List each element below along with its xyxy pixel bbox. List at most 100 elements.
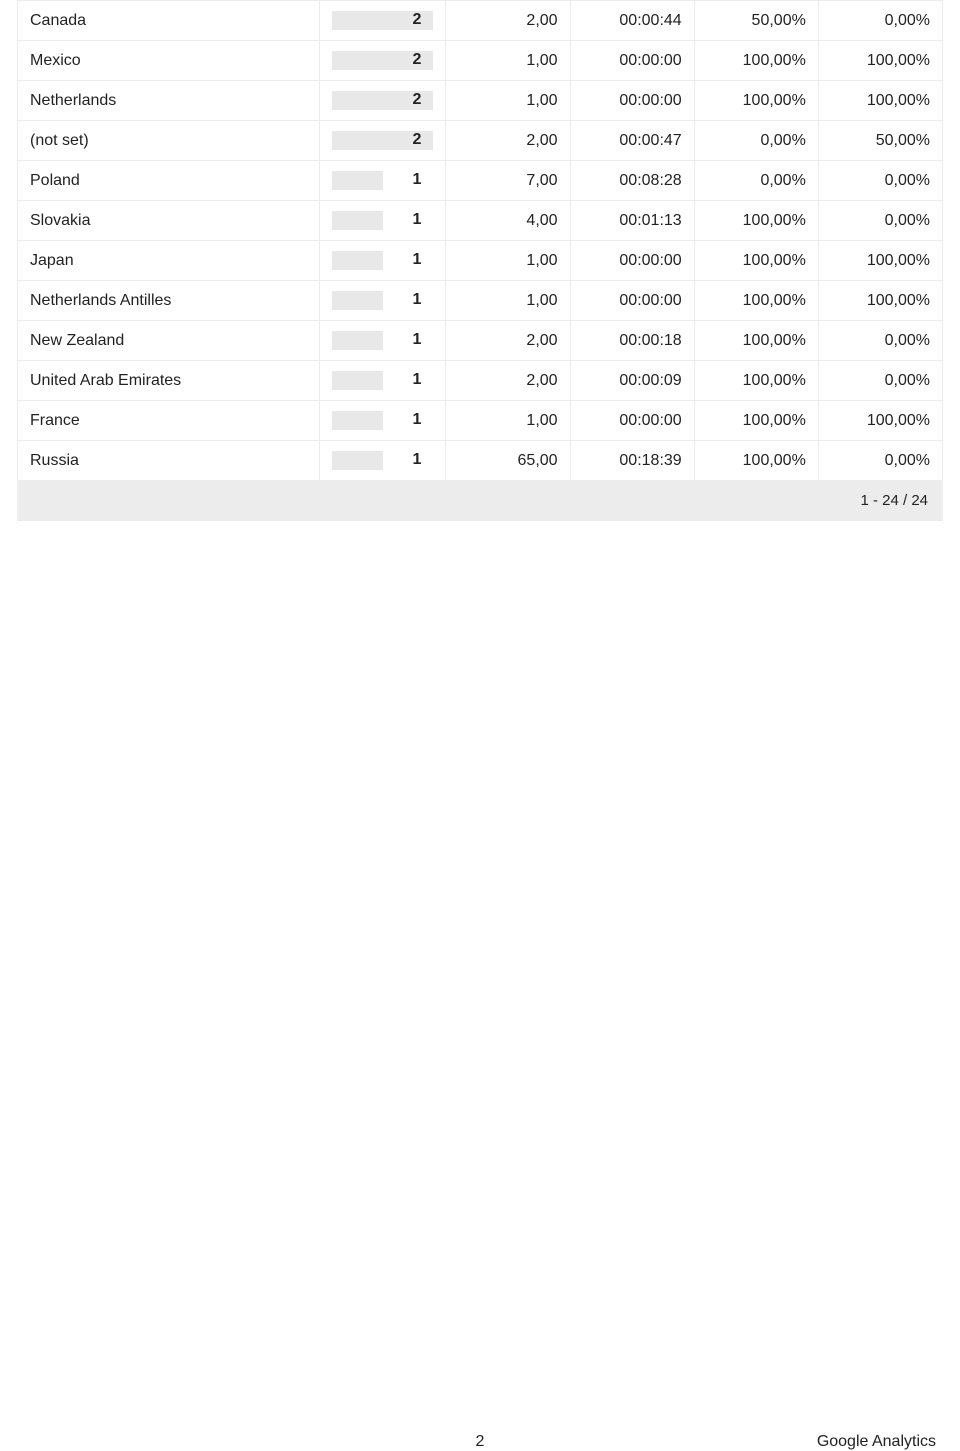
table-row: New Zealand 1 2,0000:00:18100,00%0,00% <box>18 321 943 361</box>
pagination-label: 1 - 24 / 24 <box>18 481 943 521</box>
pct2-cell: 0,00% <box>818 321 942 361</box>
duration-cell: 00:00:47 <box>570 121 694 161</box>
pct1-cell: 100,00% <box>694 281 818 321</box>
pages-cell: 2,00 <box>446 1 570 41</box>
duration-cell: 00:01:13 <box>570 201 694 241</box>
brand-label: Google Analytics <box>817 1433 936 1451</box>
country-cell: Poland <box>18 161 320 201</box>
pct1-cell: 100,00% <box>694 241 818 281</box>
country-cell: Netherlands Antilles <box>18 281 320 321</box>
bar-value: 1 <box>413 291 422 309</box>
bar-fill <box>332 411 383 430</box>
table-row: Netherlands Antilles11,0000:00:00100,00%… <box>18 281 943 321</box>
pct2-cell: 0,00% <box>818 361 942 401</box>
country-cell: Canada <box>18 1 320 41</box>
country-cell: United Arab Emirates <box>18 361 320 401</box>
bar-value: 1 <box>413 451 422 469</box>
pages-cell: 4,00 <box>446 201 570 241</box>
table-row: Netherlands21,0000:00:00100,00%100,00% <box>18 81 943 121</box>
pct1-cell: 100,00% <box>694 81 818 121</box>
duration-cell: 00:00:09 <box>570 361 694 401</box>
pct1-cell: 50,00% <box>694 1 818 41</box>
country-cell: France <box>18 401 320 441</box>
country-cell: Mexico <box>18 41 320 81</box>
bar-cell: 1 <box>320 401 446 441</box>
bar-value: 1 <box>413 371 422 389</box>
pct2-cell: 0,00% <box>818 1 942 41</box>
pages-cell: 1,00 <box>446 81 570 121</box>
pct1-cell: 100,00% <box>694 41 818 81</box>
pages-cell: 2,00 <box>446 121 570 161</box>
pages-cell: 1,00 <box>446 241 570 281</box>
pct2-cell: 0,00% <box>818 161 942 201</box>
table-row: Mexico21,0000:00:00100,00%100,00% <box>18 41 943 81</box>
bar-cell: 1 <box>320 161 446 201</box>
page-number: 2 <box>476 1433 485 1451</box>
bar-fill <box>332 211 383 230</box>
pages-cell: 1,00 <box>446 281 570 321</box>
table-footer-row: 1 - 24 / 24 <box>18 481 943 521</box>
bar-value: 2 <box>413 131 422 149</box>
duration-cell: 00:00:00 <box>570 401 694 441</box>
bar-value: 1 <box>413 251 422 269</box>
table-row: United Arab Emirates12,0000:00:09100,00%… <box>18 361 943 401</box>
country-cell: Russia <box>18 441 320 481</box>
bar-value: 1 <box>413 411 422 429</box>
pct1-cell: 100,00% <box>694 321 818 361</box>
table-row: Slovakia14,0000:01:13100,00%0,00% <box>18 201 943 241</box>
bar-fill <box>332 251 383 270</box>
pages-cell: 1,00 <box>446 41 570 81</box>
table-row: Canada 2 2,0000:00:4450,00%0,00% <box>18 1 943 41</box>
duration-cell: 00:00:44 <box>570 1 694 41</box>
table-row: France11,0000:00:00100,00%100,00% <box>18 401 943 441</box>
country-cell: (not set) <box>18 121 320 161</box>
pct1-cell: 0,00% <box>694 121 818 161</box>
pct2-cell: 50,00% <box>818 121 942 161</box>
table-row: Russia 1 65,0000:18:39100,00%0,00% <box>18 441 943 481</box>
pct1-cell: 100,00% <box>694 361 818 401</box>
pct2-cell: 100,00% <box>818 241 942 281</box>
duration-cell: 00:00:00 <box>570 281 694 321</box>
duration-cell: 00:00:18 <box>570 321 694 361</box>
bar-cell: 2 <box>320 41 446 81</box>
table-row: (not set) 2 2,0000:00:470,00%50,00% <box>18 121 943 161</box>
bar-value: 1 <box>413 331 422 349</box>
duration-cell: 00:00:00 <box>570 41 694 81</box>
bar-value: 2 <box>413 91 422 109</box>
table-row: Poland17,0000:08:280,00%0,00% <box>18 161 943 201</box>
pct1-cell: 100,00% <box>694 441 818 481</box>
bar-fill <box>332 171 383 190</box>
bar-cell: 1 <box>320 201 446 241</box>
pct1-cell: 100,00% <box>694 401 818 441</box>
pages-cell: 7,00 <box>446 161 570 201</box>
pct2-cell: 100,00% <box>818 401 942 441</box>
pct1-cell: 0,00% <box>694 161 818 201</box>
pages-cell: 65,00 <box>446 441 570 481</box>
country-cell: New Zealand <box>18 321 320 361</box>
bar-cell: 1 <box>320 361 446 401</box>
bar-fill <box>332 371 383 390</box>
duration-cell: 00:00:00 <box>570 241 694 281</box>
bar-fill <box>332 291 383 310</box>
pct2-cell: 0,00% <box>818 441 942 481</box>
bar-cell: 2 <box>320 121 446 161</box>
bar-cell: 1 <box>320 441 446 481</box>
pages-cell: 2,00 <box>446 321 570 361</box>
bar-cell: 1 <box>320 281 446 321</box>
pct2-cell: 100,00% <box>818 81 942 121</box>
country-cell: Netherlands <box>18 81 320 121</box>
bar-cell: 2 <box>320 81 446 121</box>
bar-value: 1 <box>413 171 422 189</box>
pages-cell: 1,00 <box>446 401 570 441</box>
pct2-cell: 100,00% <box>818 281 942 321</box>
bar-cell: 1 <box>320 241 446 281</box>
analytics-table: Canada22,0000:00:4450,00%0,00%Mexico21,0… <box>17 0 943 521</box>
pct2-cell: 100,00% <box>818 41 942 81</box>
duration-cell: 00:18:39 <box>570 441 694 481</box>
bar-value: 2 <box>413 11 422 29</box>
country-cell: Japan <box>18 241 320 281</box>
duration-cell: 00:00:00 <box>570 81 694 121</box>
country-cell: Slovakia <box>18 201 320 241</box>
table-row: Japan11,0000:00:00100,00%100,00% <box>18 241 943 281</box>
bar-value: 1 <box>413 211 422 229</box>
